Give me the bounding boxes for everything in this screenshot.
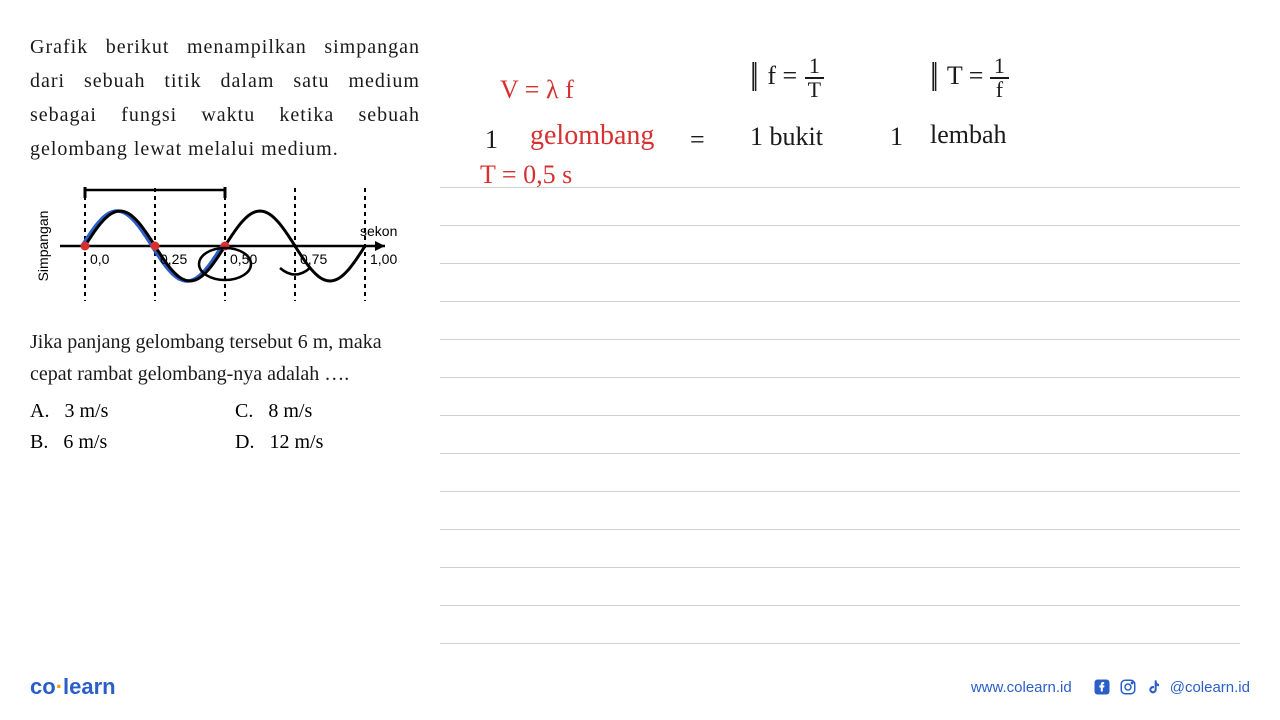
instagram-icon[interactable] — [1118, 677, 1138, 697]
svg-text:sekon: sekon — [360, 223, 397, 239]
note-lembah: lembah — [930, 120, 1007, 150]
website-link[interactable]: www.colearn.id — [971, 679, 1072, 696]
option-b[interactable]: B. 6 m/s — [30, 431, 215, 454]
facebook-icon[interactable] — [1092, 677, 1112, 697]
colearn-logo: co·learn — [30, 674, 116, 700]
parallel-bars-icon: || — [750, 55, 755, 91]
option-letter: C. — [235, 400, 253, 423]
formula-velocity: V = λ f — [500, 75, 574, 105]
option-a[interactable]: A. 3 m/s — [30, 400, 215, 423]
option-c[interactable]: C. 8 m/s — [235, 400, 420, 423]
option-text: 12 m/s — [269, 431, 323, 454]
parallel-bars-icon: || — [930, 55, 935, 91]
footer-right: www.colearn.id @colearn.id — [971, 677, 1250, 697]
formula-frequency: || f = 1 T — [750, 55, 825, 101]
svg-text:0,0: 0,0 — [90, 251, 110, 267]
fraction-1-over-f: 1 f — [990, 55, 1009, 101]
option-text: 8 m/s — [268, 400, 312, 423]
tiktok-icon[interactable] — [1144, 677, 1164, 697]
work-panel: V = λ f || f = 1 T || T = 1 f 1 gelomban… — [440, 0, 1280, 720]
option-text: 3 m/s — [64, 400, 108, 423]
question-text-2: Jika panjang gelombang tersebut 6 m, mak… — [30, 326, 420, 390]
svg-text:0,50: 0,50 — [230, 251, 257, 267]
question-text-1: Grafik berikut menampilkan simpangan dar… — [30, 30, 420, 166]
note-gelombang: gelombang — [530, 120, 654, 152]
wave-graph: Simpangan sekon 0,0 0,25 0,50 0,75 1,00 — [30, 176, 400, 316]
social-links: @colearn.id — [1092, 677, 1250, 697]
svg-text:1,00: 1,00 — [370, 251, 397, 267]
svg-text:0,75: 0,75 — [300, 251, 327, 267]
option-letter: B. — [30, 431, 48, 454]
note-equals: = — [690, 125, 705, 155]
note-bukit: 1 bukit — [750, 122, 823, 152]
note-one: 1 — [485, 125, 498, 155]
formula-period: || T = 1 f — [930, 55, 1009, 101]
question-panel: Grafik berikut menampilkan simpangan dar… — [0, 0, 440, 720]
option-letter: D. — [235, 431, 254, 454]
footer: co·learn www.colearn.id @colearn.id — [30, 674, 1250, 700]
note-period-value: T = 0,5 s — [480, 160, 572, 190]
svg-text:0,25: 0,25 — [160, 251, 187, 267]
social-handle: @colearn.id — [1170, 679, 1250, 696]
note-one-2: 1 — [890, 122, 903, 152]
svg-text:Simpangan: Simpangan — [35, 211, 51, 282]
option-letter: A. — [30, 400, 49, 423]
option-d[interactable]: D. 12 m/s — [235, 431, 420, 454]
options-grid: A. 3 m/s C. 8 m/s B. 6 m/s D. 12 m/s — [30, 400, 420, 454]
option-text: 6 m/s — [63, 431, 107, 454]
ruled-lines — [440, 150, 1240, 650]
fraction-1-over-t: 1 T — [804, 55, 825, 101]
